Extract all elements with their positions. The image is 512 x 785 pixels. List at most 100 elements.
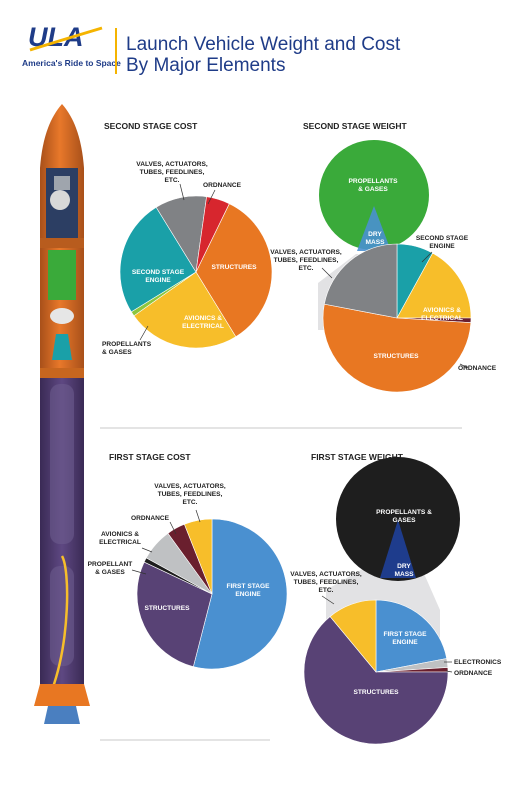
first-stage-tank-upper [50, 384, 74, 544]
c4-propellants-label-line: GASES [392, 517, 416, 524]
first-stage-cost-slice-valves-actuators-tubes-feedlines-etc [184, 518, 213, 595]
c3-valves-label-line: TUBES, FEEDLINES, [158, 491, 223, 498]
charts-layer [119, 140, 472, 745]
c2-drymass-label-line: DRY [368, 231, 382, 238]
satellite-body-icon [54, 176, 70, 190]
c1-valves-label-line: ETC. [164, 177, 179, 184]
c4-valves-label: VALVES, ACTUATORS, TUBES, FEEDLINES, ETC. [290, 571, 362, 594]
c3-avionics-leader [141, 547, 153, 553]
c4-propellants-label-line: PROPELLANTS & [376, 509, 432, 516]
c1-propellants-label: PROPELLANTS & GASES [102, 341, 152, 356]
c4-structures-label: STRUCTURES [353, 689, 399, 696]
c1-engine-label-line: SECOND STAGE [132, 269, 185, 276]
c3-ordnance-label-line: ORDNANCE [131, 515, 170, 522]
c3-avionics-label-line: ELECTRICAL [99, 539, 141, 546]
c2-avionics-label-line: ELECTRICAL [421, 315, 463, 322]
first-stage-cost-slice-first-stage-engine [192, 518, 288, 670]
c1-avionics-label-line: AVIONICS & [184, 315, 222, 322]
chart-title-second-stage-cost: SECOND STAGE COST [104, 121, 198, 131]
second-stage-cost-slice-second-stage-engine [119, 206, 197, 313]
c4-drymass-label-line: DRY [397, 563, 411, 570]
labels-layer: VALVES, ACTUATORS, TUBES, FEEDLINES, ETC.O… [88, 161, 502, 696]
c2-drymass-label: DRY MASS [365, 231, 385, 246]
c2-propellants-label: PROPELLANTS & GASES [348, 178, 398, 193]
c4-drymass-label: DRY MASS [394, 563, 414, 578]
c4-ordnance-label-line: ORDNANCE [454, 670, 493, 677]
second-stage-tank [48, 250, 76, 300]
c4-propellants-label: PROPELLANTS & GASES [376, 509, 432, 524]
c3-propellant-label: PROPELLANT & GASES [88, 561, 133, 576]
c2-avionics-label: AVIONICS & ELECTRICAL [421, 307, 463, 322]
c2-ordnance-label-line: ORDNANCE [458, 365, 497, 372]
c3-engine-label: FIRST STAGE ENGINE [226, 583, 270, 598]
c4-structures-label-line: STRUCTURES [353, 689, 399, 696]
c4-drymass-label-line: MASS [394, 571, 414, 578]
c1-propellants-leader [139, 325, 149, 341]
c1-ordnance-leader [207, 189, 216, 205]
c3-valves-leader [195, 509, 201, 523]
c2-valves-label: VALVES, ACTUATORS, TUBES, FEEDLINES, ETC. [270, 249, 342, 272]
c3-avionics-label-line: AVIONICS & [101, 531, 139, 538]
c1-valves-label-line: VALVES, ACTUATORS, [136, 161, 208, 168]
second-stage-weight-slice-propellants-gases [319, 140, 429, 250]
second-stage-dry-mass-slice-valves-actuators-tubes-feedlines-etc [323, 243, 398, 319]
c1-structures-label-line: STRUCTURES [211, 264, 257, 271]
c1-ordnance-label-line: ORDNANCE [203, 182, 242, 189]
c4-valves-label-line: ETC. [318, 587, 333, 594]
c3-avionics-label: AVIONICS & ELECTRICAL [99, 531, 141, 546]
c3-structures-label: STRUCTURES [144, 605, 190, 612]
first-stage-weight-slice-dry-mass [380, 520, 416, 578]
page-title-line-1: Launch Vehicle Weight and Cost [126, 34, 401, 55]
c2-engine-label-line: ENGINE [429, 243, 455, 250]
c3-engine-label-line: FIRST STAGE [226, 583, 270, 590]
c4-engine-label: FIRST STAGE ENGINE [383, 631, 427, 646]
logo-swoosh-icon [29, 26, 103, 52]
c1-ordnance-label: ORDNANCE [203, 182, 242, 189]
c2-drymass-label-line: MASS [365, 239, 385, 246]
c4-ordnance-leader [445, 670, 453, 673]
tagline: America's Ride to Space [22, 58, 121, 68]
c1-valves-label: VALVES, ACTUATORS, TUBES, FEEDLINES, ETC. [136, 161, 208, 184]
c1-valves-label-line: TUBES, FEEDLINES, [140, 169, 205, 176]
header: ULA America's Ride to Space Launch Vehic… [22, 22, 401, 76]
c4-valves-label-line: TUBES, FEEDLINES, [294, 579, 359, 586]
c3-ordnance-leader [169, 521, 177, 535]
c1-engine-label: SECOND STAGE ENGINE [132, 269, 185, 284]
interstage [40, 368, 84, 378]
c3-valves-label-line: VALVES, ACTUATORS, [154, 483, 226, 490]
c3-propellant-label-line: PROPELLANT [88, 561, 133, 568]
payload-adapter [40, 238, 84, 248]
page-title-line-2: By Major Elements [126, 55, 285, 76]
satellite-dish-icon [50, 190, 70, 210]
first-stage-dry-mass-slice-structures [303, 616, 449, 745]
chart-title-second-stage-weight: SECOND STAGE WEIGHT [303, 121, 408, 131]
second-stage-engine-icon [52, 334, 72, 360]
c4-valves-leader [321, 595, 335, 605]
aft-skirt [34, 684, 90, 706]
c4-engine-label-line: ENGINE [392, 639, 418, 646]
c3-engine-label-line: ENGINE [235, 591, 261, 598]
c2-engine-label-line: SECOND STAGE [416, 235, 469, 242]
second-stage-cost-slice-structures [195, 203, 273, 338]
c3-propellant-label-line: & GASES [95, 569, 125, 576]
c4-electronics-label-line: ELECTRONICS [454, 659, 502, 666]
c2-propellants-label-line: & GASES [358, 186, 388, 193]
c3-structures-label-line: STRUCTURES [144, 605, 190, 612]
c1-avionics-label: AVIONICS & ELECTRICAL [182, 315, 224, 330]
second-stage-cost-slice-ordnance [195, 196, 230, 273]
c1-valves-leader [179, 183, 185, 201]
c1-structures-label: STRUCTURES [211, 264, 257, 271]
c1-avionics-label-line: ELECTRICAL [182, 323, 224, 330]
c2-ordnance-label: ORDNANCE [458, 365, 497, 372]
c3-propellant-leader [131, 569, 147, 575]
rocket-illustration [34, 104, 90, 724]
second-stage-dry-mass-slice-structures [322, 303, 472, 393]
first-stage-weight-slice-propellants-gases [336, 457, 460, 581]
chart-title-first-stage-weight: FIRST STAGE WEIGHT [311, 452, 404, 462]
c2-valves-label-line: VALVES, ACTUATORS, [270, 249, 342, 256]
second-stage-tank-dome [50, 308, 74, 324]
c4-valves-label-line: VALVES, ACTUATORS, [290, 571, 362, 578]
first-stage-engine-icon [44, 706, 80, 724]
